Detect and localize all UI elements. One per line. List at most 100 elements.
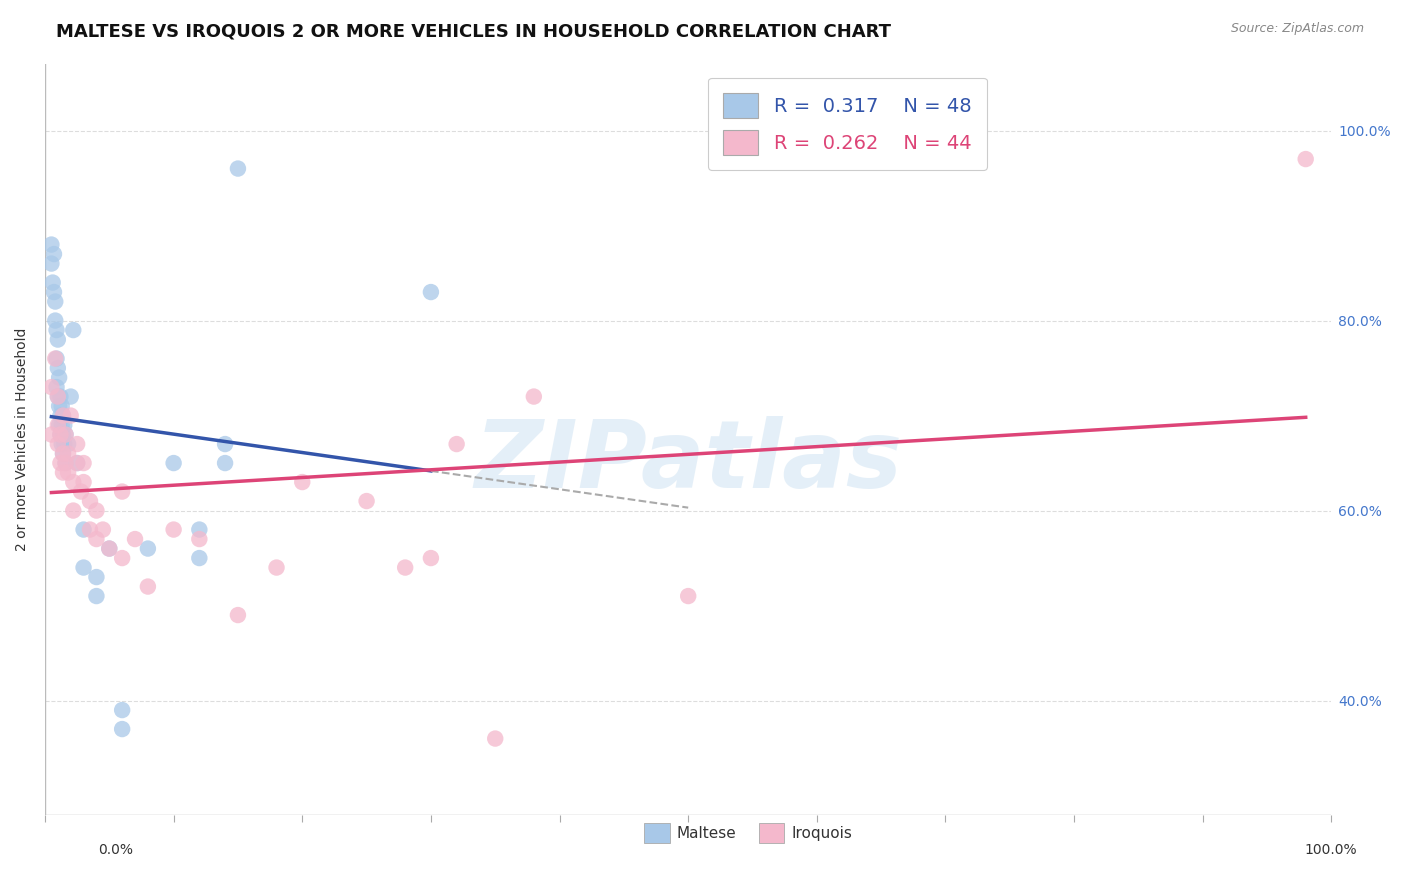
Point bbox=[48, 399, 70, 413]
Point bbox=[72, 475, 94, 489]
Point bbox=[48, 370, 70, 384]
Point bbox=[49, 456, 72, 470]
Point bbox=[66, 456, 89, 470]
Point bbox=[266, 560, 288, 574]
Point bbox=[86, 532, 108, 546]
Point bbox=[46, 418, 69, 433]
Point bbox=[394, 560, 416, 574]
Point bbox=[49, 409, 72, 423]
Point bbox=[523, 390, 546, 404]
Point bbox=[51, 437, 73, 451]
Point bbox=[45, 323, 67, 337]
Point bbox=[44, 313, 66, 327]
Point bbox=[52, 446, 75, 460]
Y-axis label: 2 or more Vehicles in Household: 2 or more Vehicles in Household bbox=[15, 327, 30, 551]
Point bbox=[188, 523, 211, 537]
Point bbox=[66, 456, 89, 470]
Point bbox=[49, 390, 72, 404]
Text: Iroquois: Iroquois bbox=[792, 826, 852, 840]
Point bbox=[86, 570, 108, 584]
Point bbox=[41, 237, 63, 252]
Point bbox=[70, 484, 93, 499]
Point bbox=[419, 285, 441, 299]
Text: 0.0%: 0.0% bbox=[98, 843, 134, 857]
Point bbox=[49, 427, 72, 442]
Point bbox=[91, 523, 114, 537]
Point bbox=[42, 247, 65, 261]
Point bbox=[72, 523, 94, 537]
Point bbox=[48, 418, 70, 433]
Point bbox=[46, 390, 69, 404]
Point bbox=[136, 580, 159, 594]
Point bbox=[41, 276, 63, 290]
Point bbox=[446, 437, 468, 451]
Point bbox=[46, 361, 69, 376]
Point bbox=[72, 560, 94, 574]
Point bbox=[55, 427, 77, 442]
Point bbox=[55, 456, 77, 470]
Text: Maltese: Maltese bbox=[676, 826, 737, 840]
Point bbox=[56, 446, 79, 460]
Point bbox=[52, 466, 75, 480]
Point bbox=[419, 551, 441, 566]
Point bbox=[291, 475, 314, 489]
Text: 100.0%: 100.0% bbox=[1305, 843, 1357, 857]
Point bbox=[79, 494, 101, 508]
Point bbox=[41, 427, 63, 442]
Point bbox=[111, 551, 134, 566]
Point bbox=[56, 437, 79, 451]
Point bbox=[214, 456, 236, 470]
Point bbox=[46, 390, 69, 404]
Point bbox=[59, 409, 82, 423]
Text: MALTESE VS IROQUOIS 2 OR MORE VEHICLES IN HOUSEHOLD CORRELATION CHART: MALTESE VS IROQUOIS 2 OR MORE VEHICLES I… bbox=[56, 22, 891, 40]
Point bbox=[356, 494, 378, 508]
Point bbox=[226, 608, 249, 623]
Point bbox=[44, 351, 66, 366]
Point bbox=[44, 294, 66, 309]
Point bbox=[86, 589, 108, 603]
Point bbox=[72, 456, 94, 470]
Point bbox=[214, 437, 236, 451]
Point bbox=[53, 437, 76, 451]
Point bbox=[188, 532, 211, 546]
Point bbox=[52, 409, 75, 423]
Point bbox=[51, 399, 73, 413]
Point bbox=[111, 703, 134, 717]
Point bbox=[52, 446, 75, 460]
Point bbox=[676, 589, 699, 603]
Text: Source: ZipAtlas.com: Source: ZipAtlas.com bbox=[1230, 22, 1364, 36]
Point bbox=[162, 523, 184, 537]
Point bbox=[45, 351, 67, 366]
Point bbox=[86, 503, 108, 517]
Point bbox=[42, 285, 65, 299]
Point bbox=[62, 475, 84, 489]
Point bbox=[41, 256, 63, 270]
Point bbox=[484, 731, 506, 746]
Point bbox=[45, 380, 67, 394]
Point bbox=[46, 333, 69, 347]
Point bbox=[55, 427, 77, 442]
Point bbox=[51, 418, 73, 433]
Point bbox=[79, 523, 101, 537]
Point bbox=[66, 437, 89, 451]
Point bbox=[52, 427, 75, 442]
Point bbox=[49, 427, 72, 442]
Point bbox=[98, 541, 121, 556]
Point bbox=[98, 541, 121, 556]
Point bbox=[188, 551, 211, 566]
Point bbox=[56, 466, 79, 480]
Point bbox=[111, 484, 134, 499]
Point bbox=[111, 722, 134, 736]
Point bbox=[62, 323, 84, 337]
Point bbox=[62, 503, 84, 517]
Point bbox=[136, 541, 159, 556]
Point bbox=[59, 390, 82, 404]
Point bbox=[41, 380, 63, 394]
Point bbox=[55, 456, 77, 470]
Text: ZIPatlas: ZIPatlas bbox=[474, 416, 903, 508]
Legend: R =  0.317    N = 48, R =  0.262    N = 44: R = 0.317 N = 48, R = 0.262 N = 44 bbox=[709, 78, 987, 170]
Point bbox=[162, 456, 184, 470]
Point bbox=[226, 161, 249, 176]
Point bbox=[53, 418, 76, 433]
Point bbox=[124, 532, 146, 546]
